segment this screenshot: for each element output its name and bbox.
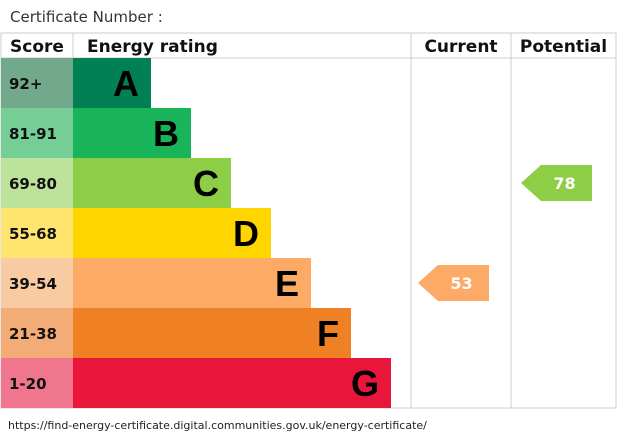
score-range-c: 69-80 (9, 175, 57, 193)
score-range-g: 1-20 (9, 375, 47, 393)
rating-letter-e: E (275, 263, 299, 304)
rating-bar-d (73, 208, 271, 258)
rating-letter-b: B (153, 113, 179, 154)
rating-bar-c (73, 158, 231, 208)
score-range-d: 55-68 (9, 225, 57, 243)
rating-letter-g: G (351, 363, 379, 404)
score-cell-d (1, 208, 73, 258)
score-cell-g (1, 358, 73, 408)
score-cell-c (1, 158, 73, 208)
score-range-e: 39-54 (9, 275, 57, 293)
score-cell-e (1, 258, 73, 308)
current-rating-value: 53 (450, 274, 472, 293)
score-cell-f (1, 308, 73, 358)
rating-letter-d: D (233, 213, 259, 254)
energy-rating-chart: Score Energy rating Current Potential 92+ A 81… (0, 32, 617, 409)
rating-bar-b (73, 108, 191, 158)
certificate-number-label: Certificate Number : (10, 8, 163, 26)
header-energy-rating: Energy rating (87, 37, 218, 57)
score-range-b: 81-91 (9, 125, 57, 143)
score-cell-b (1, 108, 73, 158)
rating-bar-a (73, 58, 151, 108)
score-range-a: 92+ (9, 75, 42, 93)
potential-rating-value: 78 (553, 174, 575, 193)
rating-bar-f (73, 308, 351, 358)
footer-url: https://find-energy-certificate.digital.… (8, 419, 427, 432)
rating-letter-a: A (113, 63, 139, 104)
score-cell-a (1, 58, 73, 108)
current-rating-arrow (418, 265, 489, 301)
rating-bar-e (73, 258, 311, 308)
header-current: Current (424, 37, 497, 57)
header-potential: Potential (520, 37, 607, 57)
score-range-f: 21-38 (9, 325, 57, 343)
rating-letter-f: F (317, 313, 339, 354)
potential-rating-arrow (521, 165, 592, 201)
header-score: Score (10, 37, 64, 57)
rating-letter-c: C (193, 163, 219, 204)
rating-bar-g (73, 358, 391, 408)
